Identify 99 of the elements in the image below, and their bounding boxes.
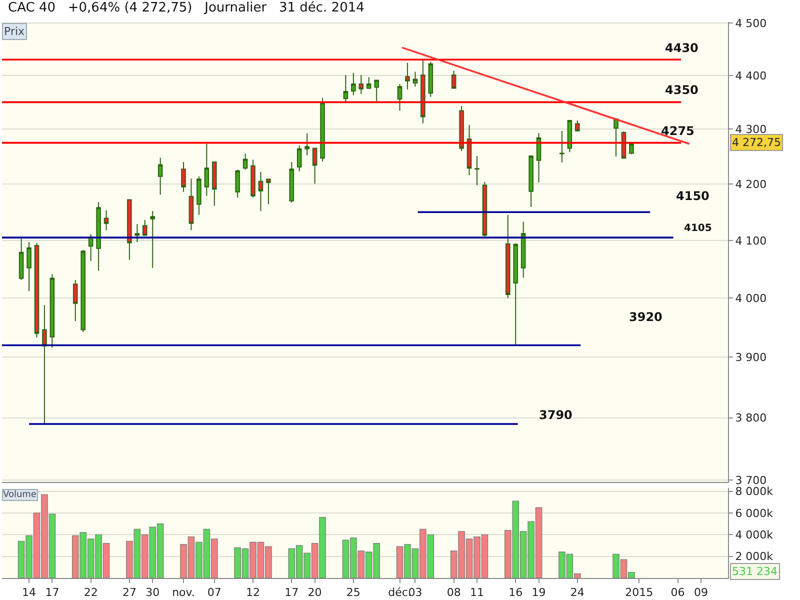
candlestick: [320, 97, 325, 162]
x-tick-label: 17: [45, 586, 60, 600]
candlestick: [466, 124, 472, 176]
candlestick: [204, 141, 210, 196]
text: 4 272,75: [732, 136, 781, 149]
candlestick: [88, 234, 94, 262]
x-tick-label: 08: [446, 586, 461, 600]
candlestick: [567, 119, 572, 153]
candlestick: [374, 79, 379, 102]
y-tick-label: 4 300: [735, 123, 767, 136]
annotation: Volume: [3, 490, 37, 500]
y-tick-label: 4 000k: [735, 528, 774, 542]
annotation: Prix: [4, 25, 26, 38]
y-tick-label: 4 400: [735, 69, 767, 82]
y-tick-label: 2 000k: [735, 550, 774, 564]
candlestick: [312, 147, 318, 184]
x-tick-label: 11: [470, 586, 484, 600]
candlestick: [289, 162, 294, 204]
candlestick: [351, 72, 356, 96]
y-tick-label: 6 000k: [735, 506, 774, 520]
x-tick-label: 20: [308, 586, 322, 600]
y-tick-label: 3 900: [735, 351, 767, 364]
candlestick: [482, 181, 488, 237]
candlestick: [181, 162, 186, 192]
candlestick: [142, 219, 148, 236]
candlestick: [235, 169, 240, 198]
annotation: 3920: [629, 310, 662, 324]
annotation: 3790: [539, 408, 572, 422]
candlestick: [405, 62, 410, 90]
x-tick-label: 14: [22, 586, 36, 600]
candlestick: [150, 210, 155, 268]
candlestick: [80, 250, 86, 333]
candlestick: [212, 160, 217, 206]
candlestick: [34, 242, 40, 338]
x-tick-label: 25: [346, 586, 360, 600]
y-tick-label: 4 200: [735, 178, 767, 191]
y-tick-label: 4 000: [735, 292, 767, 305]
x-tick-label: 07: [207, 586, 222, 600]
x-tick-label: 30: [146, 586, 160, 600]
x-tick-label: 24: [570, 586, 584, 600]
candlestick: [513, 242, 518, 346]
candlestick: [296, 145, 302, 172]
x-tick-label: 06: [670, 586, 685, 600]
x-tick-label: 19: [532, 586, 546, 600]
x-tick-label: nov.: [172, 586, 195, 600]
candlestick: [343, 74, 348, 103]
candlestick: [528, 154, 534, 208]
y-tick-label: 4 100: [735, 234, 767, 248]
candlestick: [250, 159, 256, 198]
x-tick-label: 12: [246, 586, 260, 600]
candlestick: [536, 132, 542, 183]
candlestick: [428, 61, 434, 98]
candlestick: [196, 176, 202, 216]
candlestick: [629, 142, 634, 155]
candlestick: [459, 105, 464, 152]
x-tick-label: 22: [84, 586, 98, 600]
annotation: 4105: [684, 223, 712, 234]
candlestick: [560, 130, 564, 164]
annotation: 4430: [665, 41, 698, 55]
candlestick: [575, 120, 580, 132]
candlestick: [451, 70, 456, 89]
text: 531 234: [732, 565, 778, 578]
annotation: 4150: [676, 189, 710, 203]
annotation: 4350: [665, 83, 698, 97]
x-tick-label: 27: [122, 586, 136, 600]
candlestick: [96, 202, 101, 272]
candlestick: [42, 304, 47, 424]
x-tick-label: 17: [284, 586, 299, 600]
candlestick: [127, 198, 132, 260]
y-tick-label: 3 800: [735, 412, 767, 425]
candlestick: [397, 84, 402, 112]
candlestick: [412, 71, 418, 88]
candlestick: [258, 171, 264, 212]
candlestick: [242, 153, 248, 170]
candlestick: [420, 59, 426, 124]
candlestick: [266, 178, 271, 205]
candlestick: [520, 221, 526, 278]
candlestick: [304, 133, 310, 156]
y-tick-label: 8 000k: [735, 485, 774, 498]
candlestick: [505, 214, 510, 299]
candlestick: [18, 238, 24, 281]
candlestick: [474, 155, 480, 186]
candlestick: [72, 280, 78, 322]
candlestick: [134, 223, 140, 243]
annotation: 4275: [661, 124, 694, 138]
candlestick: [158, 157, 163, 196]
y-tick-label: 4 500: [735, 16, 767, 30]
x-tick-label: 09: [694, 586, 708, 600]
chart-title: CAC 40 +0,64% (4 272,75) Journalier 31 déc. 2014: [8, 0, 364, 16]
candlestick: [26, 242, 32, 292]
candlestick: [104, 210, 109, 231]
candlestick: [188, 178, 194, 231]
candlestick: [50, 274, 55, 348]
candlestick: [614, 118, 618, 157]
x-tick-label: 2015: [625, 586, 654, 600]
candlestick: [366, 76, 372, 90]
y-tick-label: 3 700: [735, 474, 767, 487]
candlestick: [358, 74, 364, 95]
x-tick-label: 16: [508, 586, 523, 600]
